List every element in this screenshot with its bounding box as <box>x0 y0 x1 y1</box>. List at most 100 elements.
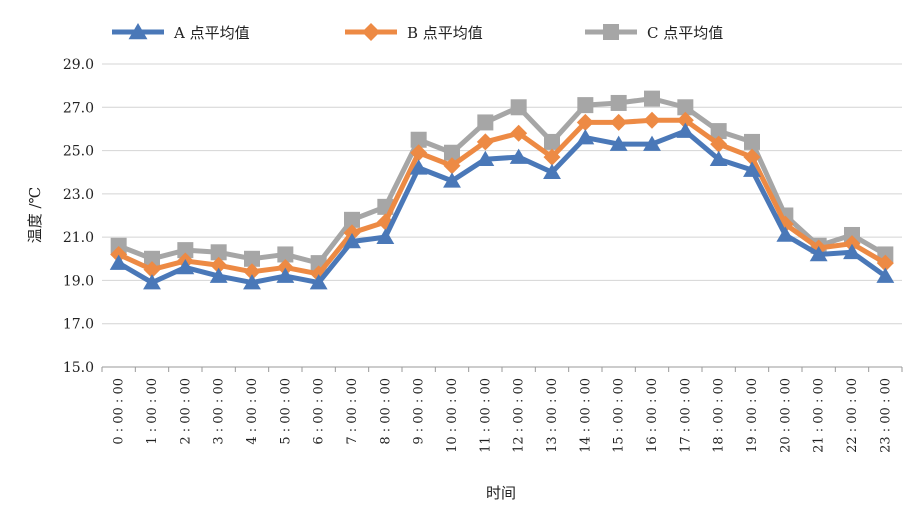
legend-label: A 点平均值 <box>173 24 250 42</box>
x-tick-label: 0 : 00 : 00 <box>112 378 127 445</box>
legend-label: B 点平均值 <box>407 24 483 42</box>
x-tick-label: 14 : 00 : 00 <box>578 378 593 453</box>
data-point <box>576 113 594 131</box>
x-tick-label: 16 : 00 : 00 <box>645 378 660 453</box>
data-point <box>443 172 461 188</box>
data-point <box>576 129 595 145</box>
data-point <box>776 226 795 242</box>
data-point <box>144 250 160 267</box>
legend-item: A 点平均值 <box>112 23 250 42</box>
x-tick-label: 11 : 00 : 00 <box>478 378 493 453</box>
data-point <box>610 113 628 131</box>
x-tick-label: 15 : 00 : 00 <box>612 378 627 453</box>
y-tick-label: 27.0 <box>63 100 94 116</box>
x-tick-label: 4 : 00 : 00 <box>245 378 260 445</box>
data-point <box>843 235 861 253</box>
series-a <box>109 122 895 290</box>
data-point <box>609 135 628 151</box>
data-point <box>143 274 161 290</box>
data-point <box>243 263 261 281</box>
y-tick-label: 17.0 <box>63 317 94 333</box>
data-point <box>544 133 560 150</box>
data-point <box>709 150 728 167</box>
data-point <box>843 243 861 260</box>
x-tick-label: 6 : 00 : 00 <box>312 378 327 445</box>
data-point <box>510 99 527 116</box>
series-layer <box>109 90 895 290</box>
data-point <box>344 211 360 228</box>
legend-label: C 点平均值 <box>647 24 723 42</box>
data-point <box>509 148 528 164</box>
y-tick-label: 15.0 <box>63 360 94 376</box>
x-tick-label: 9 : 00 : 00 <box>412 378 427 445</box>
data-point <box>743 161 761 177</box>
x-tick-label: 17 : 00 : 00 <box>678 378 693 453</box>
data-point <box>276 267 295 283</box>
y-axis-title: 温度 /℃ <box>26 187 44 244</box>
data-point <box>476 133 494 151</box>
series-line <box>117 128 887 286</box>
x-tick-label: 18 : 00 : 00 <box>712 378 727 453</box>
data-point <box>710 135 728 153</box>
data-point <box>743 148 761 166</box>
x-tick-label: 22 : 00 : 00 <box>845 378 860 453</box>
data-point <box>444 144 460 161</box>
legend-marker <box>603 24 619 40</box>
data-point <box>676 122 695 138</box>
data-point <box>210 256 228 274</box>
data-point <box>210 244 227 261</box>
data-point <box>143 261 161 279</box>
data-point <box>243 274 261 290</box>
x-tick-label: 12 : 00 : 00 <box>512 378 527 453</box>
x-tick-label: 21 : 00 : 00 <box>812 378 827 453</box>
x-tick-label: 13 : 00 : 00 <box>545 378 560 453</box>
x-axis-title: 时间 <box>486 484 516 502</box>
y-tick-label: 23.0 <box>63 187 94 203</box>
legend: A 点平均值 B 点平均值 C 点平均值 <box>112 23 723 42</box>
series-line <box>117 96 887 266</box>
data-point <box>644 90 660 107</box>
x-tick-label: 5 : 00 : 00 <box>278 378 293 445</box>
legend-marker <box>128 23 148 40</box>
data-point <box>876 254 894 272</box>
data-point <box>744 133 760 150</box>
x-tick-label: 7 : 00 : 00 <box>345 378 360 445</box>
data-point <box>276 258 294 276</box>
legend-item: B 点平均值 <box>345 23 483 42</box>
data-point <box>443 157 461 175</box>
data-point <box>643 135 661 151</box>
data-point <box>410 144 428 162</box>
data-point <box>343 224 361 242</box>
y-tick-label: 29.0 <box>63 57 94 73</box>
axis-layer: 15.0 17.0 19.0 21.0 23.0 25.0 27.0 29.0 0 : 00 :… <box>63 57 903 453</box>
x-tick-label: 19 : 00 : 00 <box>745 378 760 453</box>
data-point <box>244 250 260 267</box>
series-line <box>117 117 887 277</box>
data-point <box>343 232 361 249</box>
x-tick-label: 23 : 00 : 00 <box>878 378 893 453</box>
data-point <box>476 150 495 167</box>
data-point <box>176 258 195 275</box>
data-point <box>309 274 328 290</box>
data-point <box>610 94 627 111</box>
data-point <box>110 237 127 254</box>
x-tick-label: 8 : 00 : 00 <box>378 378 393 445</box>
data-point <box>876 267 895 283</box>
data-point <box>643 111 661 129</box>
data-point <box>177 242 194 259</box>
series-c <box>110 90 894 272</box>
data-point <box>577 97 594 114</box>
data-point <box>209 267 228 283</box>
data-point <box>410 131 427 148</box>
y-tick-label: 19.0 <box>63 273 94 289</box>
data-point <box>543 148 561 166</box>
data-point <box>110 245 128 263</box>
legend-item: C 点平均值 <box>585 24 723 42</box>
legend-marker <box>362 23 380 41</box>
data-point <box>710 123 727 140</box>
x-tick-label: 10 : 00 : 00 <box>445 378 460 453</box>
x-tick-label: 20 : 00 : 00 <box>778 378 793 453</box>
data-point <box>809 245 828 262</box>
